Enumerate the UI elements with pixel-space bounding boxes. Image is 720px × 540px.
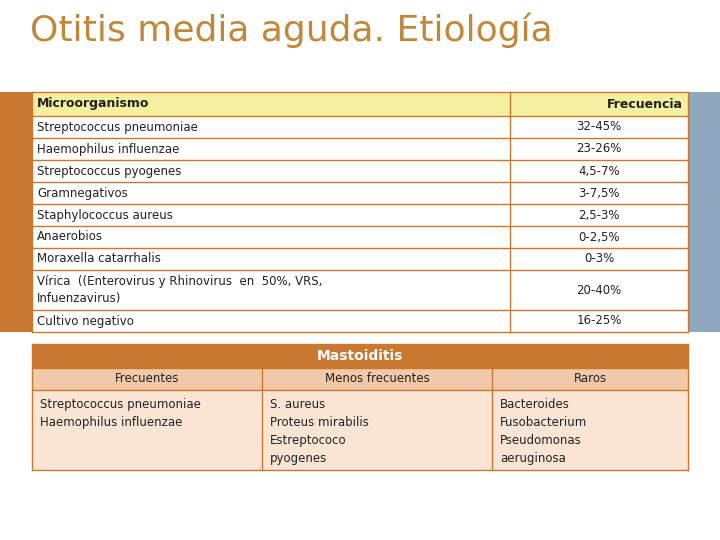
Text: 0-2,5%: 0-2,5% [578, 231, 620, 244]
Text: Raros: Raros [573, 373, 606, 386]
Bar [32, 248, 688, 270]
Text: Otitis media aguda. Etiología: Otitis media aguda. Etiología [30, 12, 553, 48]
Bar [0, 92, 32, 332]
Text: 20-40%: 20-40% [577, 284, 621, 296]
Text: Bacteroides
Fusobacterium
Pseudomonas
aeruginosa: Bacteroides Fusobacterium Pseudomonas ae… [500, 398, 588, 465]
Text: Streptococcus pneumoniae: Streptococcus pneumoniae [37, 120, 198, 133]
Text: Haemophilus influenzae: Haemophilus influenzae [37, 143, 179, 156]
Text: Streptococcus pyogenes: Streptococcus pyogenes [37, 165, 181, 178]
Text: Moraxella catarrhalis: Moraxella catarrhalis [37, 253, 161, 266]
Text: Cultivo negativo: Cultivo negativo [37, 314, 134, 327]
Text: 2,5-3%: 2,5-3% [578, 208, 620, 221]
Bar [32, 204, 688, 226]
Text: 4,5-7%: 4,5-7% [578, 165, 620, 178]
Text: 32-45%: 32-45% [577, 120, 621, 133]
Text: Gramnegativos: Gramnegativos [37, 186, 127, 199]
Text: S. aureus
Proteus mirabilis
Estreptococo
pyogenes: S. aureus Proteus mirabilis Estreptococo… [270, 398, 369, 465]
Text: 0-3%: 0-3% [584, 253, 614, 266]
Text: 3-7,5%: 3-7,5% [578, 186, 620, 199]
Bar [32, 270, 688, 310]
Text: Frecuentes: Frecuentes [114, 373, 179, 386]
Text: Anaerobios: Anaerobios [37, 231, 103, 244]
Bar [32, 390, 688, 470]
Bar [32, 160, 688, 182]
Text: Menos frecuentes: Menos frecuentes [325, 373, 429, 386]
Bar [32, 92, 688, 116]
Text: Frecuencia: Frecuencia [607, 98, 683, 111]
Bar [32, 116, 688, 138]
Bar [32, 310, 688, 332]
Text: Streptococcus pneumoniae
Haemophilus influenzae: Streptococcus pneumoniae Haemophilus inf… [40, 398, 201, 429]
Bar [32, 182, 688, 204]
Text: Mastoiditis: Mastoiditis [317, 349, 403, 363]
Bar [32, 226, 688, 248]
Text: Vírica  ((Enterovirus y Rhinovirus  en  50%, VRS,
Infuenzavirus): Vírica ((Enterovirus y Rhinovirus en 50%… [37, 275, 323, 305]
Bar [688, 92, 720, 332]
Text: 23-26%: 23-26% [576, 143, 621, 156]
Bar [32, 344, 688, 368]
Text: 16-25%: 16-25% [576, 314, 621, 327]
Bar [32, 368, 688, 390]
Bar [32, 138, 688, 160]
Text: Staphylococcus aureus: Staphylococcus aureus [37, 208, 173, 221]
Text: Microorganismo: Microorganismo [37, 98, 149, 111]
